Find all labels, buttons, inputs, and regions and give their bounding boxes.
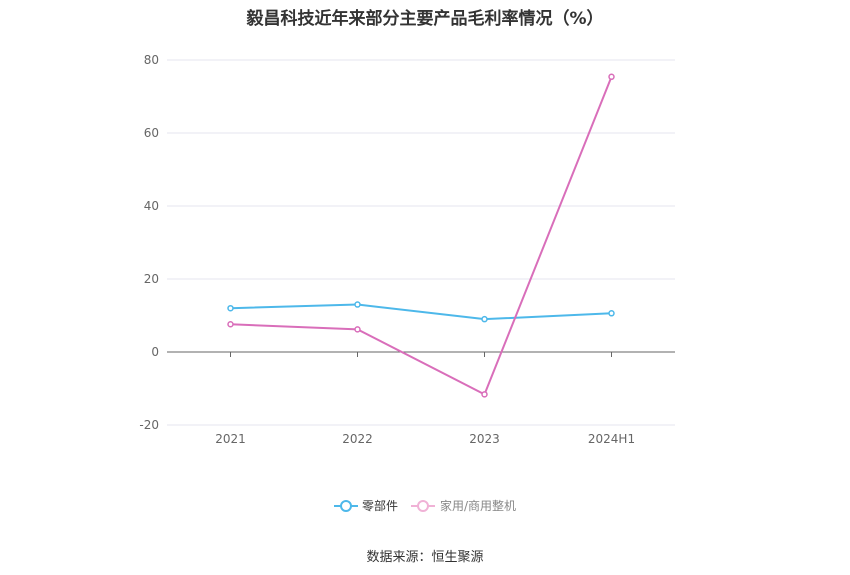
data-point[interactable] [227,304,234,312]
legend-item-1[interactable]: 家用/商用整机 [411,498,516,513]
x-tick-label: 2024H1 [588,432,635,446]
legend-label: 零部件 [362,498,398,513]
y-tick-label: 60 [144,126,159,140]
axes: -20 0 20 40 60 80 2021 2022 2023 2024H1 [139,53,675,446]
legend-label: 家用/商用整机 [440,498,516,513]
x-tick-label: 2022 [342,432,373,446]
data-point[interactable] [354,326,361,333]
grid-lines [167,59,675,426]
legend-marker [340,500,352,512]
source-note: 数据来源：恒生聚源 [366,550,484,565]
series-line-1 [230,76,613,396]
data-point[interactable] [354,301,361,308]
y-tick-label: 0 [151,345,159,359]
legend[interactable]: 零部件 家用/商用整机 [334,498,516,513]
y-tick-label: 80 [144,53,159,67]
data-point[interactable] [481,315,488,323]
series-lines [227,73,615,398]
data-point[interactable] [608,310,615,317]
data-point[interactable] [481,391,488,398]
legend-item-0[interactable]: 零部件 [334,498,398,513]
x-tick-label: 2023 [469,432,500,446]
data-point[interactable] [227,321,234,328]
y-tick-label: 40 [144,199,159,213]
y-tick-label: 20 [144,272,159,286]
y-tick-label: -20 [139,418,159,432]
legend-marker [417,500,429,512]
series-line-0 [230,303,612,321]
x-tick-label: 2021 [215,432,246,446]
data-point[interactable] [608,73,615,81]
chart-title: 毅昌科技近年来部分主要产品毛利率情况（%） [246,9,604,29]
